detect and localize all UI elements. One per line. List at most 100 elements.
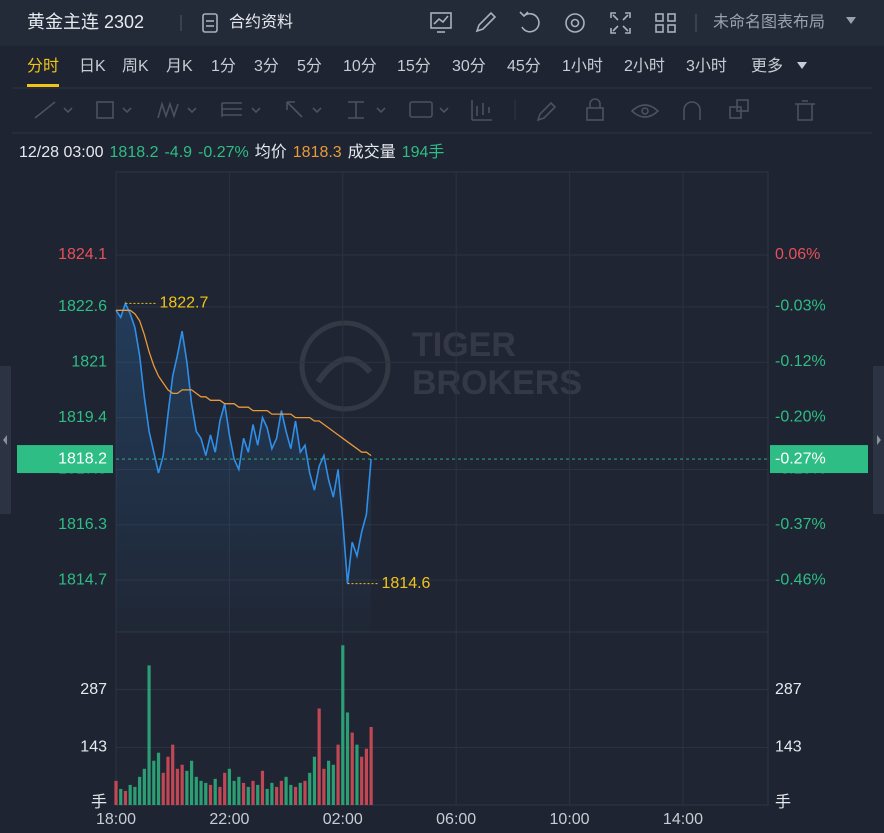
volume-bar bbox=[152, 760, 156, 805]
tool-text[interactable] bbox=[409, 101, 449, 118]
info-volume: 194手 bbox=[402, 143, 445, 161]
volume-bar bbox=[279, 780, 283, 805]
volume-bar bbox=[284, 776, 288, 805]
interval-tab[interactable]: 30分 bbox=[452, 57, 486, 75]
header-icons bbox=[430, 11, 676, 34]
dropdown-arrow bbox=[846, 17, 856, 24]
icon-part bbox=[286, 101, 303, 118]
interval-tab[interactable]: 周K bbox=[122, 58, 149, 75]
icon-part bbox=[96, 101, 114, 119]
icon-part bbox=[409, 101, 433, 118]
icon-part bbox=[729, 106, 742, 119]
tool-fib[interactable] bbox=[221, 102, 261, 117]
watermark-logo bbox=[315, 356, 373, 384]
last-price-label: 1818.2 bbox=[58, 450, 107, 467]
y-tick-label: 1816.3 bbox=[58, 516, 107, 533]
interval-tab[interactable]: 分时 bbox=[27, 57, 59, 75]
layout-icon[interactable] bbox=[655, 13, 676, 33]
info-line: 12/28 03:00 1818.2 -4.9 -0.27% 均价 1818.3 成交量 19… bbox=[19, 143, 444, 161]
volume-bar bbox=[156, 752, 161, 805]
interval-tab[interactable]: 2小时 bbox=[624, 57, 665, 75]
watermark-word: TIGER bbox=[412, 326, 516, 364]
tool-pen[interactable] bbox=[536, 101, 557, 122]
tool-magnet[interactable] bbox=[683, 101, 701, 120]
icon-part bbox=[475, 11, 497, 33]
icon-part bbox=[348, 101, 364, 119]
indicator-icon[interactable] bbox=[430, 12, 452, 33]
volume-bar bbox=[317, 708, 321, 805]
volume-bar bbox=[327, 760, 331, 805]
volume-bar bbox=[322, 768, 326, 805]
icon-part bbox=[667, 24, 676, 33]
last-change-label: -0.27% bbox=[775, 450, 826, 467]
draw-icon[interactable] bbox=[475, 11, 497, 33]
volume-bar bbox=[194, 776, 198, 805]
handle-arrow bbox=[877, 435, 881, 445]
max-label: 1822.7 bbox=[159, 295, 208, 312]
volume-bar bbox=[223, 772, 227, 805]
interval-tab[interactable]: 5分 bbox=[297, 57, 322, 75]
active-underline bbox=[27, 84, 60, 87]
icon-part bbox=[187, 107, 197, 114]
tool-bars[interactable] bbox=[471, 100, 492, 121]
fullscreen-icon[interactable] bbox=[610, 12, 631, 34]
icon-part bbox=[439, 107, 449, 114]
interval-tab[interactable]: 1分 bbox=[211, 57, 236, 75]
x-tick-label: 14:00 bbox=[663, 811, 703, 828]
volume-bar bbox=[312, 756, 317, 805]
tool-line[interactable] bbox=[34, 101, 73, 119]
interval-tab[interactable]: 10分 bbox=[343, 57, 377, 75]
volume-bar bbox=[218, 786, 222, 805]
volume-bar bbox=[123, 790, 128, 805]
last-change-tag bbox=[770, 445, 868, 474]
icon-part bbox=[683, 101, 701, 120]
info-avg-label: 均价 bbox=[255, 143, 287, 161]
icon-part bbox=[221, 102, 242, 117]
tool-arrow[interactable] bbox=[286, 101, 322, 118]
volume-tick-label: 143 bbox=[80, 739, 107, 756]
reset-icon[interactable] bbox=[519, 11, 540, 33]
volume-unit: 手 bbox=[775, 793, 791, 811]
interval-tab[interactable]: 更多 bbox=[751, 57, 783, 75]
volume-bar bbox=[180, 764, 184, 805]
tool-rect[interactable] bbox=[96, 101, 132, 119]
volume-bar bbox=[241, 782, 246, 805]
tool-measure[interactable] bbox=[348, 101, 386, 119]
volume-bar bbox=[308, 772, 312, 805]
tool-eye[interactable] bbox=[630, 104, 660, 118]
layout-select[interactable]: 未命名图表布局 bbox=[713, 13, 856, 31]
interval-tab[interactable]: 1小时 bbox=[562, 57, 603, 75]
interval-tab[interactable]: 日K bbox=[79, 58, 106, 75]
volume-bar bbox=[360, 756, 364, 805]
volume-tick-label: 143 bbox=[775, 739, 802, 756]
icon-part bbox=[312, 107, 322, 114]
icon-part bbox=[610, 12, 631, 34]
icon-part bbox=[251, 107, 261, 114]
tool-delete[interactable] bbox=[795, 100, 815, 121]
volume-bar bbox=[161, 772, 165, 805]
avg-line bbox=[116, 309, 372, 457]
plot: 18:00 22:00 02:00 06:00 10:00 14:00 1824.1 1822… bbox=[17, 172, 868, 828]
interval-tab[interactable]: 45分 bbox=[507, 57, 541, 75]
interval-tab[interactable]: 15分 bbox=[397, 57, 431, 75]
icon-part bbox=[157, 101, 179, 119]
last-price-tag bbox=[17, 445, 113, 474]
volume-bar bbox=[345, 712, 350, 805]
interval-tab[interactable]: 3小时 bbox=[686, 57, 727, 75]
volume-bar bbox=[175, 768, 180, 805]
tool-lock[interactable] bbox=[586, 98, 604, 121]
volume-bar bbox=[369, 726, 373, 805]
price-line bbox=[115, 301, 372, 584]
tool-copy[interactable] bbox=[729, 99, 749, 119]
volume-bar bbox=[213, 778, 217, 805]
interval-tab[interactable]: 3分 bbox=[254, 57, 279, 75]
tool-pattern[interactable] bbox=[157, 101, 197, 119]
volume-bar bbox=[298, 782, 302, 805]
contract-info-button[interactable]: 合约资料 bbox=[202, 13, 293, 33]
watermark-word: BROKERS bbox=[412, 364, 582, 402]
interval-tab[interactable]: 月K bbox=[166, 58, 193, 75]
settings-icon[interactable] bbox=[565, 13, 585, 33]
